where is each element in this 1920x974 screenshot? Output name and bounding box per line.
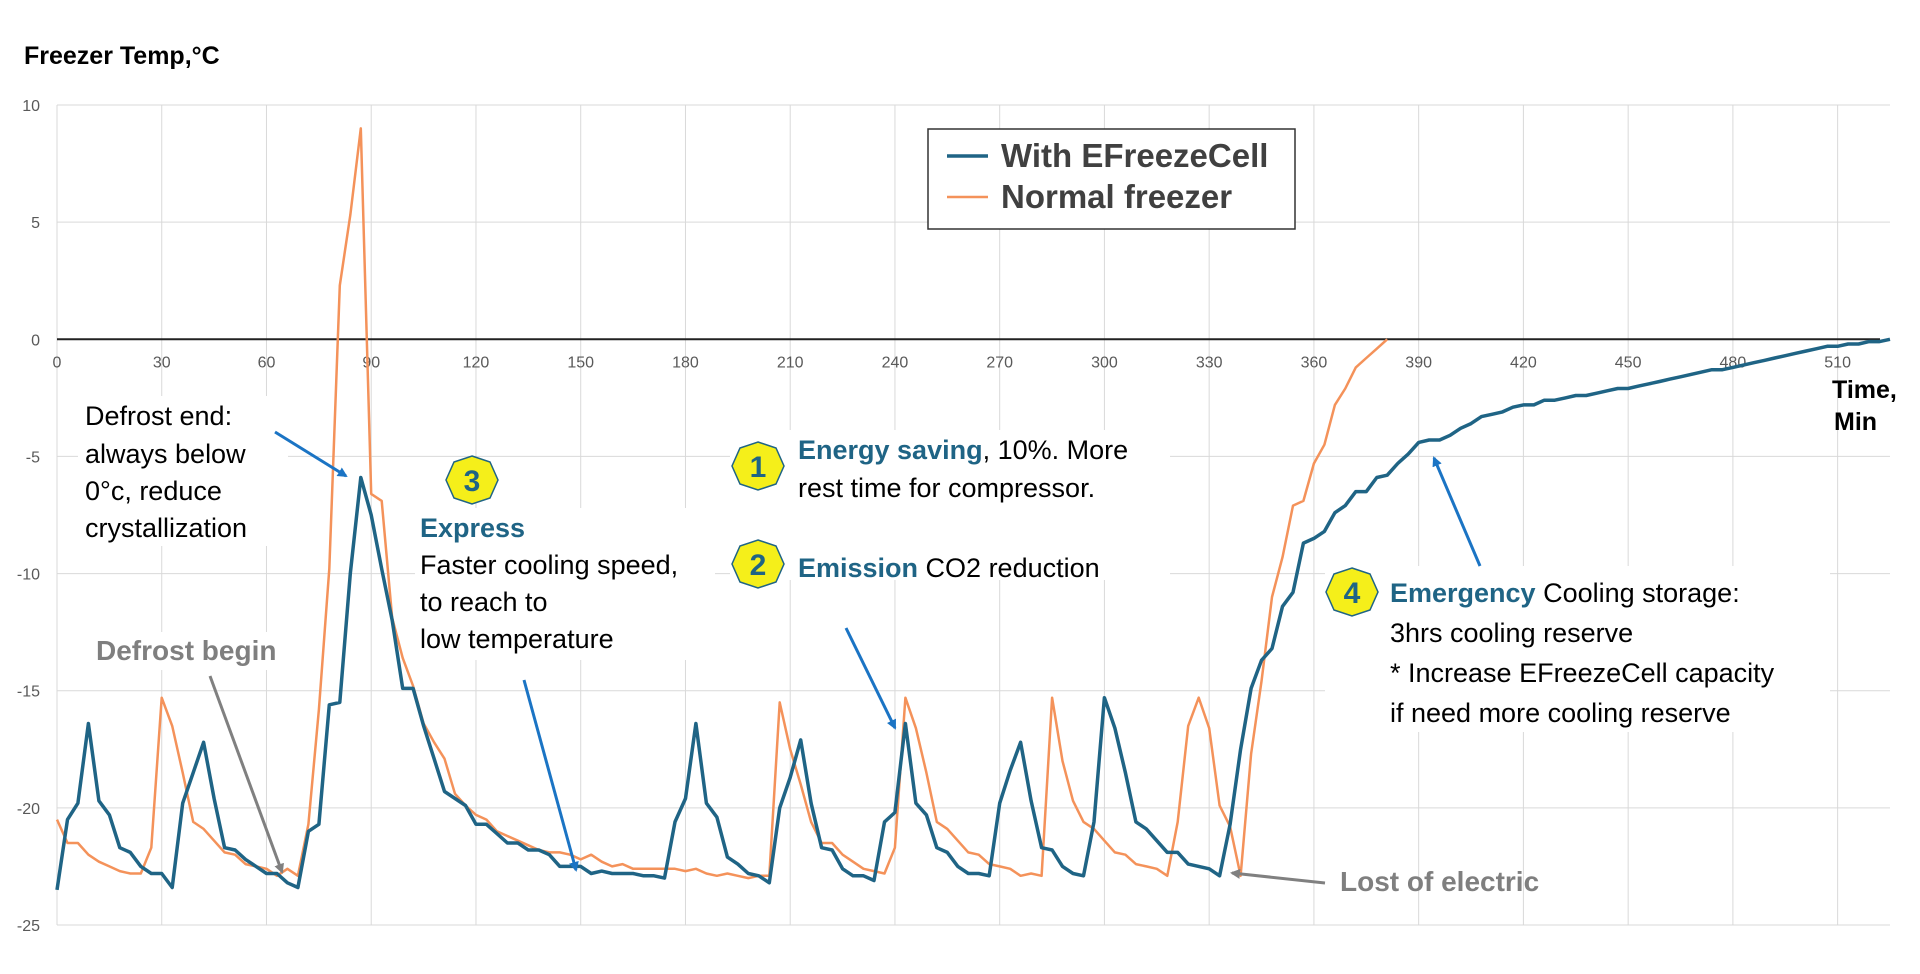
- series-line-efreezecell: [55, 337, 1891, 891]
- x-tick-label: 450: [1615, 354, 1642, 371]
- lost-electric-label: Lost of electric: [1340, 866, 1539, 897]
- badge-1-number: 1: [750, 451, 767, 484]
- y-axis-title: Freezer Temp,°C: [24, 42, 220, 70]
- x-tick-label: 510: [1824, 354, 1851, 371]
- emission-line: Emission CO2 reduction: [798, 553, 1100, 583]
- y-tick-label: -15: [17, 684, 40, 701]
- express-line-3: low temperature: [420, 624, 614, 654]
- x-tick-label: 180: [672, 354, 699, 371]
- y-tick-label: -25: [17, 918, 40, 935]
- y-tick-label: 10: [22, 98, 40, 115]
- x-tick-label: 360: [1301, 354, 1328, 371]
- x-tick-label: 270: [986, 354, 1013, 371]
- annotation-lost-electric: Lost of electric: [1230, 866, 1539, 897]
- x-tick-label: 120: [463, 354, 490, 371]
- x-tick-label: 330: [1196, 354, 1223, 371]
- x-tick-label: 390: [1405, 354, 1432, 371]
- energy-rest: , 10%. More: [983, 435, 1129, 465]
- legend-label-normal-freezer: Normal freezer: [1001, 178, 1232, 215]
- energy-line-2: rest time for compressor.: [798, 473, 1095, 503]
- defrost-end-line-3: 0°c, reduce: [85, 476, 222, 506]
- emergency-line-4: if need more cooling reserve: [1390, 698, 1731, 728]
- x-tick-label: 30: [153, 354, 171, 371]
- x-axis-title-line2: Min: [1834, 408, 1877, 436]
- x-axis-title-line1: Time,: [1832, 376, 1897, 404]
- x-tick-label: 210: [777, 354, 804, 371]
- x-tick-label: 240: [882, 354, 909, 371]
- emission-title: Emission: [798, 553, 918, 583]
- badge-2-number: 2: [750, 549, 767, 582]
- annotation-express: 3 Express Faster cooling speed, to reach…: [415, 455, 715, 872]
- x-tick-label: 90: [362, 354, 380, 371]
- x-tick-label: 0: [53, 354, 62, 371]
- arrow-emission: [844, 627, 897, 730]
- emergency-line-2: 3hrs cooling reserve: [1390, 618, 1633, 648]
- y-axis-ticks: 10 5 0 -5 -10 -15 -20 -25: [17, 98, 40, 935]
- badge-4: [1325, 567, 1379, 617]
- legend-label-efreezecell: With EFreezeCell: [1001, 137, 1268, 174]
- x-tick-label: 300: [1091, 354, 1118, 371]
- emergency-line-1: Emergency Cooling storage:: [1390, 578, 1740, 608]
- annotation-energy-emission: 1 Energy saving, 10%. More rest time for…: [730, 430, 1170, 730]
- y-tick-label: 0: [31, 332, 40, 349]
- annotation-defrost-end: Defrost end: always below 0°c, reduce cr…: [78, 396, 348, 546]
- badge-3: [445, 455, 499, 505]
- emission-rest: CO2 reduction: [918, 553, 1100, 583]
- arrow-express: [522, 679, 579, 872]
- badge-1: [731, 441, 785, 491]
- express-line-2: to reach to: [420, 587, 548, 617]
- y-tick-label: -5: [26, 449, 40, 466]
- defrost-begin-label: Defrost begin: [96, 635, 276, 666]
- annotation-emergency: 4 Emergency Cooling storage: 3hrs coolin…: [1325, 456, 1830, 732]
- legend-box: [927, 128, 1296, 230]
- emergency-line-3: * Increase EFreezeCell capacity: [1390, 658, 1775, 688]
- defrost-end-line-2: always below: [85, 439, 246, 469]
- badge-3-number: 3: [464, 465, 481, 498]
- x-tick-label: 150: [567, 354, 594, 371]
- x-axis-ticks: 0 30 60 90 120 150 180 210 240 270 300 330 360 390 420…: [53, 354, 1852, 371]
- emergency-title: Emergency: [1390, 578, 1536, 608]
- arrow-defrost-end: [274, 430, 348, 478]
- arrow-defrost-begin: [208, 675, 284, 874]
- annotation-defrost-begin: Defrost begin: [90, 632, 290, 874]
- energy-title: Energy saving: [798, 435, 983, 465]
- badge-4-number: 4: [1344, 577, 1361, 610]
- express-line-1: Faster cooling speed,: [420, 550, 678, 580]
- energy-line-1: Energy saving, 10%. More: [798, 435, 1128, 465]
- express-title: Express: [420, 513, 525, 543]
- arrow-emergency: [1432, 456, 1482, 567]
- y-tick-label: -10: [17, 567, 40, 584]
- defrost-end-line-4: crystallization: [85, 513, 247, 543]
- y-tick-label: -20: [17, 801, 40, 818]
- y-tick-label: 5: [31, 215, 40, 232]
- x-tick-label: 420: [1510, 354, 1537, 371]
- badge-2: [731, 539, 785, 589]
- x-tick-label: 60: [258, 354, 276, 371]
- legend: With EFreezeCell Normal freezer: [927, 128, 1296, 230]
- defrost-end-line-1: Defrost end:: [85, 401, 232, 431]
- arrow-lost-electric: [1230, 868, 1326, 885]
- emergency-rest: Cooling storage:: [1536, 578, 1740, 608]
